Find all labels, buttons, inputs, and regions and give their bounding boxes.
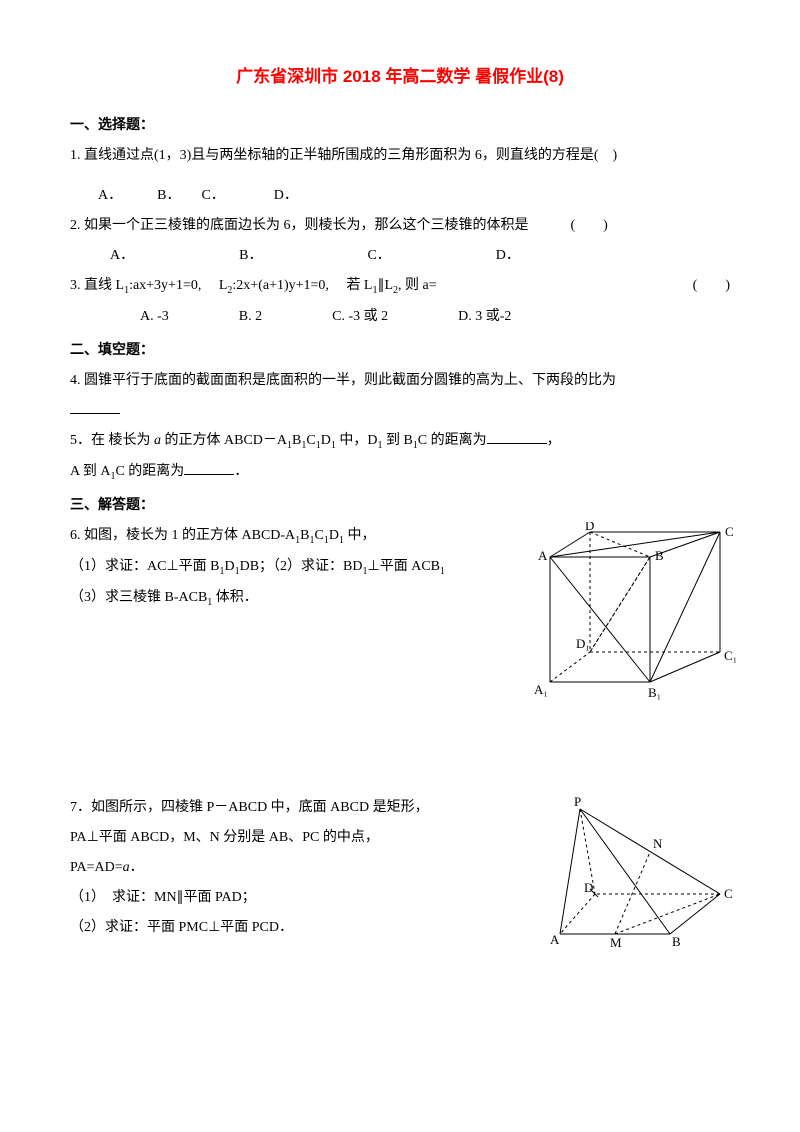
- question-3: 3. 直线 L1:ax+3y+1=0, L2:2x+(a+1)y+1=0, 若 …: [70, 272, 730, 301]
- svg-text:C: C: [724, 886, 733, 901]
- svg-text:C: C: [725, 524, 734, 539]
- question-5-line1: 5．在 棱长为 a 的正方体 ABCD－A1B1C1D1 中，D1 到 B1C …: [70, 427, 730, 456]
- question-2: 2. 如果一个正三棱锥的底面边长为 6，则棱长为，那么这个三棱锥的体积是 ( ): [70, 212, 730, 240]
- svg-text:B₁: B₁: [648, 685, 661, 700]
- svg-text:M: M: [610, 935, 622, 950]
- question-4-blank: [70, 397, 730, 425]
- svg-text:D₁: D₁: [576, 636, 590, 651]
- svg-text:B: B: [655, 548, 664, 563]
- svg-text:B: B: [672, 934, 681, 949]
- document-title: 广东省深圳市 2018 年高二数学 暑假作业(8): [70, 60, 730, 94]
- svg-text:N: N: [653, 836, 663, 851]
- question-5-line2: A 到 A1C 的距离为．: [70, 458, 730, 487]
- cube-figure: A B C D A₁ B₁ C₁ D₁: [520, 522, 750, 722]
- question-3-options: A. -3 B. 2 C. -3 或 2 D. 3 或-2: [140, 303, 730, 331]
- svg-text:A₁: A₁: [534, 682, 548, 697]
- svg-text:A: A: [550, 932, 560, 947]
- svg-text:A: A: [538, 548, 548, 563]
- question-2-options: A． B． C． D．: [110, 242, 730, 270]
- section-3-header: 三、解答题：: [70, 492, 730, 520]
- pyramid-figure: P A B C D M N: [540, 794, 740, 964]
- svg-text:P: P: [574, 794, 581, 809]
- svg-text:D: D: [585, 522, 594, 533]
- question-4: 4. 圆锥平行于底面的截面面积是底面积的一半，则此截面分圆锥的高为上、下两段的比…: [70, 367, 730, 395]
- svg-text:D: D: [584, 880, 593, 895]
- question-1: 1. 直线通过点(1，3)且与两坐标轴的正半轴所围成的三角形面积为 6，则直线的…: [70, 142, 730, 170]
- question-1-options: A． B． C． D．: [98, 182, 730, 210]
- section-2-header: 二、填空题：: [70, 337, 730, 365]
- svg-text:C₁: C₁: [724, 648, 737, 663]
- section-1-header: 一、选择题：: [70, 112, 730, 140]
